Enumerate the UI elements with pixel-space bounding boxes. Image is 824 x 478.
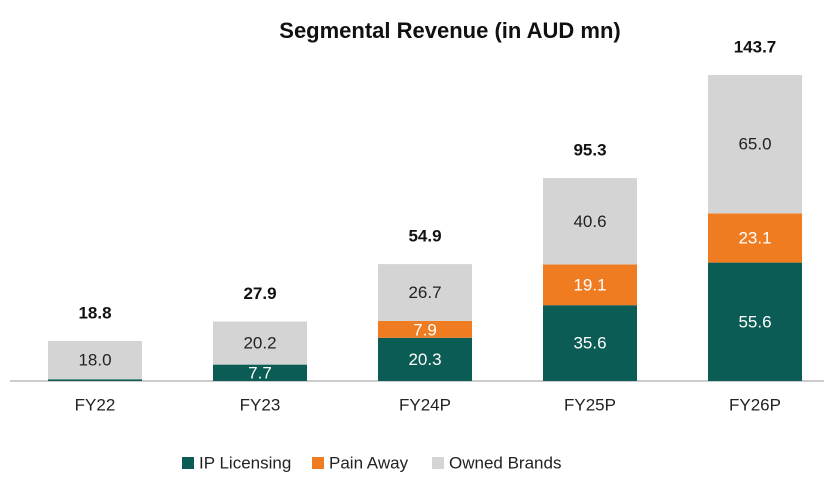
bar-segment — [48, 379, 142, 381]
x-tick-label: FY24P — [399, 395, 451, 414]
total-label: 54.9 — [408, 227, 441, 246]
bar-segment — [48, 340, 142, 380]
value-label: 23.1 — [738, 228, 771, 247]
legend-label: Owned Brands — [449, 453, 561, 472]
bar-segment — [213, 321, 307, 365]
bar-segment — [213, 364, 307, 381]
legend-label: IP Licensing — [199, 453, 291, 472]
bar-segment — [543, 305, 637, 381]
value-label: 7.7 — [248, 363, 272, 382]
legend-swatch — [312, 457, 324, 469]
bar-segment — [543, 264, 637, 306]
value-label: 65.0 — [738, 135, 771, 154]
total-label: 27.9 — [243, 284, 276, 303]
bar-segment — [543, 178, 637, 265]
value-label: 19.1 — [573, 275, 606, 294]
bar-segment — [378, 337, 472, 381]
bar-segment — [708, 75, 802, 214]
value-label: 40.6 — [573, 212, 606, 231]
legend-swatch — [182, 457, 194, 469]
value-label: 20.2 — [243, 334, 276, 353]
bar-segment — [708, 262, 802, 381]
x-tick-label: FY23 — [240, 395, 281, 414]
value-label: 55.6 — [738, 312, 771, 331]
x-tick-label: FY26P — [729, 395, 781, 414]
legend-label: Pain Away — [329, 453, 409, 472]
total-label: 95.3 — [573, 141, 606, 160]
bar-segment — [708, 213, 802, 263]
value-label: 35.6 — [573, 334, 606, 353]
legend-swatch — [432, 457, 444, 469]
total-label: 18.8 — [78, 303, 111, 322]
value-label: 7.9 — [413, 320, 437, 339]
bar-segment — [378, 264, 472, 321]
value-label: 18.0 — [78, 351, 111, 370]
chart-title: Segmental Revenue (in AUD mn) — [279, 18, 620, 43]
total-label: 143.7 — [734, 37, 777, 56]
x-tick-label: FY25P — [564, 395, 616, 414]
value-label: 20.3 — [408, 350, 441, 369]
x-tick-label: FY22 — [75, 395, 116, 414]
bar-segment — [378, 320, 472, 338]
value-label: 26.7 — [408, 283, 441, 302]
